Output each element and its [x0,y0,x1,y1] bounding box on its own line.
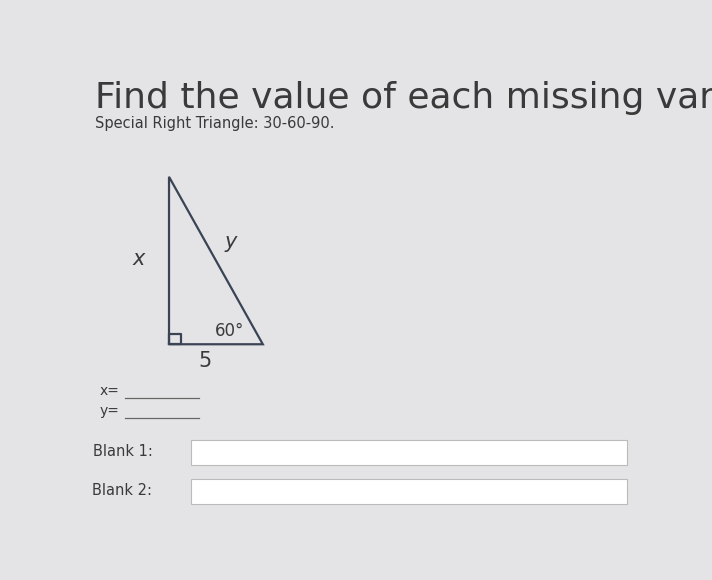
Text: 5: 5 [198,351,211,371]
Text: Blank 1:: Blank 1: [93,444,152,459]
Bar [191,479,627,503]
Text: Find the value of each missing variable: Find the value of each missing variable [95,81,712,115]
Text: y=: y= [100,404,120,418]
Text: 60°: 60° [215,322,244,340]
Text: y: y [224,231,236,252]
Text: x: x [132,249,145,269]
Text: Blank 2:: Blank 2: [93,483,152,498]
Text: Special Right Triangle: 30-60-90.: Special Right Triangle: 30-60-90. [95,117,334,132]
Bar [191,440,627,465]
Text: x=: x= [100,384,120,398]
